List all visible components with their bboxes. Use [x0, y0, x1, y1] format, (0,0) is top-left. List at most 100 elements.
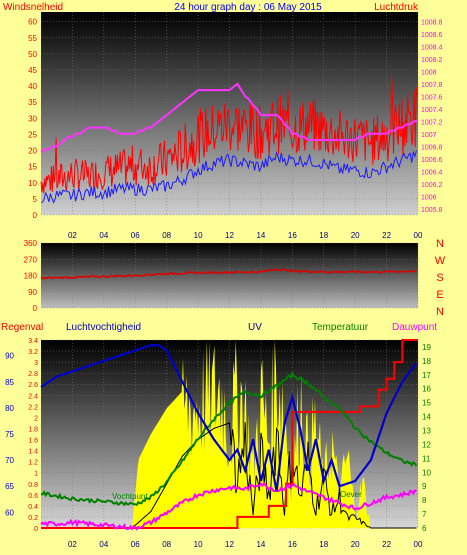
- temperature-tick-label: 13: [422, 427, 431, 436]
- wind-gust-line: [40, 73, 419, 194]
- top-left-tick-label: 55: [28, 34, 37, 43]
- top-x-tick-label: 14: [256, 231, 265, 240]
- top-grid: [41, 12, 419, 216]
- top-right-tick-label: 1008.4: [421, 44, 443, 51]
- top-right-tick-label: 1006.4: [421, 169, 443, 176]
- top-left-tick-label: 0: [33, 211, 38, 220]
- pressure-line: [40, 82, 418, 154]
- rain-title: Regenval: [1, 322, 43, 333]
- temperature-tick-label: 10: [422, 468, 431, 477]
- rain-tick-label: 0.6: [28, 493, 38, 500]
- rain-tick-label: 3: [34, 360, 38, 367]
- bottom-x-tick-label: 08: [162, 540, 171, 549]
- rain-tick-label: 0.4: [28, 504, 38, 511]
- humidity-tick-label: 75: [5, 430, 14, 439]
- top-left-tick-label: 25: [28, 130, 37, 139]
- humidity-line: [40, 344, 418, 492]
- compass-letter: S: [436, 272, 443, 284]
- rain-tick-label: 0.8: [28, 482, 38, 489]
- bottom-x-tick-label: 20: [351, 540, 360, 549]
- top-left-tick-label: 40: [28, 82, 37, 91]
- rain-tick-label: 2.8: [28, 371, 38, 378]
- top-x-tick-label: 18: [319, 231, 328, 240]
- temperature-tick-label: 16: [422, 385, 431, 394]
- temperature-tick-label: 9: [422, 482, 427, 491]
- bottom-x-tick-label: 06: [131, 540, 140, 549]
- rain-tick-label: 2: [34, 415, 38, 422]
- top-left-tick-label: 30: [28, 114, 37, 123]
- rain-tick-label: 0.2: [28, 515, 38, 522]
- humidity-tick-label: 65: [5, 482, 14, 491]
- top-left-tick-label: 15: [28, 163, 37, 172]
- humidity-tick-label: 70: [5, 456, 14, 465]
- temperature-ticks: 6 7 8 9 10 11 12 13 14 15 16 17 18 19: [422, 343, 431, 533]
- top-right-tick-label: 1008.8: [421, 19, 443, 26]
- top-right-tick-label: 1007.2: [421, 119, 443, 126]
- top-x-tick-label: 02: [68, 231, 77, 240]
- bottom-x-ticks: 02 04 06 08 10 12 14 16 18 20 22 00: [68, 540, 423, 549]
- top-right-tick-label: 1006.2: [421, 182, 443, 189]
- rain-tick-label: 0: [34, 526, 38, 533]
- middle-left-tick-label: 360: [24, 239, 38, 248]
- wind-direction-line: [40, 268, 417, 280]
- top-x-tick-label: 00: [414, 231, 423, 240]
- bottom-x-tick-label: 22: [382, 540, 391, 549]
- top-right-tick-label: 1006: [421, 194, 437, 201]
- top-left-tick-label: 35: [28, 98, 37, 107]
- temperature-tick-label: 19: [422, 343, 431, 352]
- top-x-ticks: 02 04 06 08 10 12 14 16 18 20 22 00: [68, 231, 423, 240]
- bottom-x-tick-label: 04: [99, 540, 108, 549]
- top-x-tick-label: 16: [288, 231, 297, 240]
- temperature-title: Temperatuur: [312, 322, 369, 333]
- humidity-tick-label: 60: [5, 508, 14, 517]
- middle-left-tick-label: 90: [28, 288, 37, 297]
- top-left-tick-label: 5: [33, 195, 38, 204]
- top-x-tick-label: 20: [351, 231, 360, 240]
- compass-letter: W: [435, 255, 446, 267]
- rain-tick-label: 2.4: [28, 393, 38, 400]
- rain-tick-label: 3.4: [28, 338, 38, 345]
- middle-left-tick-label: 180: [24, 272, 38, 281]
- annotation-oever: Oever: [340, 490, 362, 499]
- middle-grid: [41, 242, 419, 309]
- bottom-x-tick-label: 00: [414, 540, 423, 549]
- middle-series: [40, 268, 417, 280]
- top-x-tick-label: 12: [225, 231, 234, 240]
- top-series: [40, 73, 419, 204]
- dewpoint-line: [40, 481, 417, 531]
- top-right-ticks: 1005.8 1006 1006.2 1006.4 1006.6 1006.8 1007 10…: [421, 19, 443, 213]
- rain-tick-label: 1.4: [28, 449, 38, 456]
- temperature-tick-label: 12: [422, 440, 431, 449]
- temperature-tick-label: 17: [422, 371, 431, 380]
- temperature-tick-label: 11: [422, 454, 431, 463]
- top-left-tick-label: 20: [28, 147, 37, 156]
- top-x-tick-label: 08: [162, 231, 171, 240]
- bottom-x-tick-label: 16: [288, 540, 297, 549]
- top-x-tick-label: 06: [131, 231, 140, 240]
- temperature-tick-label: 15: [422, 399, 431, 408]
- rain-tick-label: 1.6: [28, 438, 38, 445]
- humidity-tick-label: 85: [5, 378, 14, 387]
- uv-area: [41, 340, 418, 528]
- rain-tick-label: 2.2: [28, 404, 38, 411]
- top-right-tick-label: 1007.4: [421, 107, 443, 114]
- temperature-tick-label: 14: [422, 413, 431, 422]
- humidity-title: Luchtvochtigheid: [66, 322, 141, 333]
- compass-letter: N: [436, 306, 444, 318]
- top-right-tick-label: 1008.6: [421, 32, 443, 39]
- bottom-x-tick-label: 12: [225, 540, 234, 549]
- rain-tick-label: 3.2: [28, 349, 38, 356]
- top-x-tick-label: 04: [99, 231, 108, 240]
- humidity-tick-label: 90: [5, 352, 14, 361]
- top-left-tick-label: 50: [28, 50, 37, 59]
- middle-left-tick-label: 270: [24, 255, 38, 264]
- bottom-x-tick-label: 14: [256, 540, 265, 549]
- top-right-tick-label: 1007.8: [421, 82, 443, 89]
- annotation-vochtpunt: Vochtpunt: [112, 492, 148, 501]
- top-right-tick-label: 1007.6: [421, 94, 443, 101]
- top-right-tick-label: 1006.8: [421, 144, 443, 151]
- dewpoint-title: Dauwpunt: [392, 322, 437, 333]
- temperature-line: [40, 370, 418, 507]
- bottom-series: [40, 339, 418, 531]
- chart-title: 24 hour graph day : 06 May 2015: [174, 2, 322, 13]
